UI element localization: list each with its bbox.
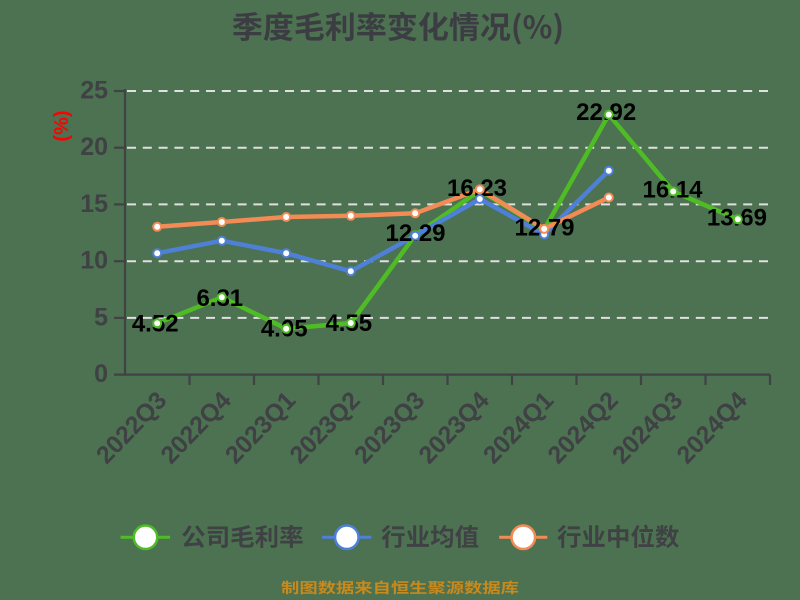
svg-text:5: 5 [94, 303, 108, 331]
svg-text:20: 20 [80, 133, 108, 161]
svg-text:2023Q3: 2023Q3 [349, 387, 430, 469]
svg-text:(%): (%) [51, 110, 73, 141]
svg-text:2023Q4: 2023Q4 [414, 387, 495, 469]
svg-text:2023Q2: 2023Q2 [285, 387, 366, 469]
svg-text:2022Q3: 2022Q3 [91, 387, 172, 469]
svg-text:2024Q2: 2024Q2 [543, 387, 624, 469]
svg-text:2023Q1: 2023Q1 [220, 387, 301, 469]
svg-text:2024Q4: 2024Q4 [672, 387, 753, 469]
svg-text:15: 15 [80, 190, 108, 218]
svg-text:0: 0 [94, 360, 108, 388]
svg-text:2024Q1: 2024Q1 [478, 387, 559, 469]
svg-text:25: 25 [80, 77, 108, 105]
svg-text:2024Q3: 2024Q3 [607, 387, 688, 469]
svg-text:2022Q4: 2022Q4 [156, 387, 237, 469]
svg-text:10: 10 [80, 247, 108, 275]
